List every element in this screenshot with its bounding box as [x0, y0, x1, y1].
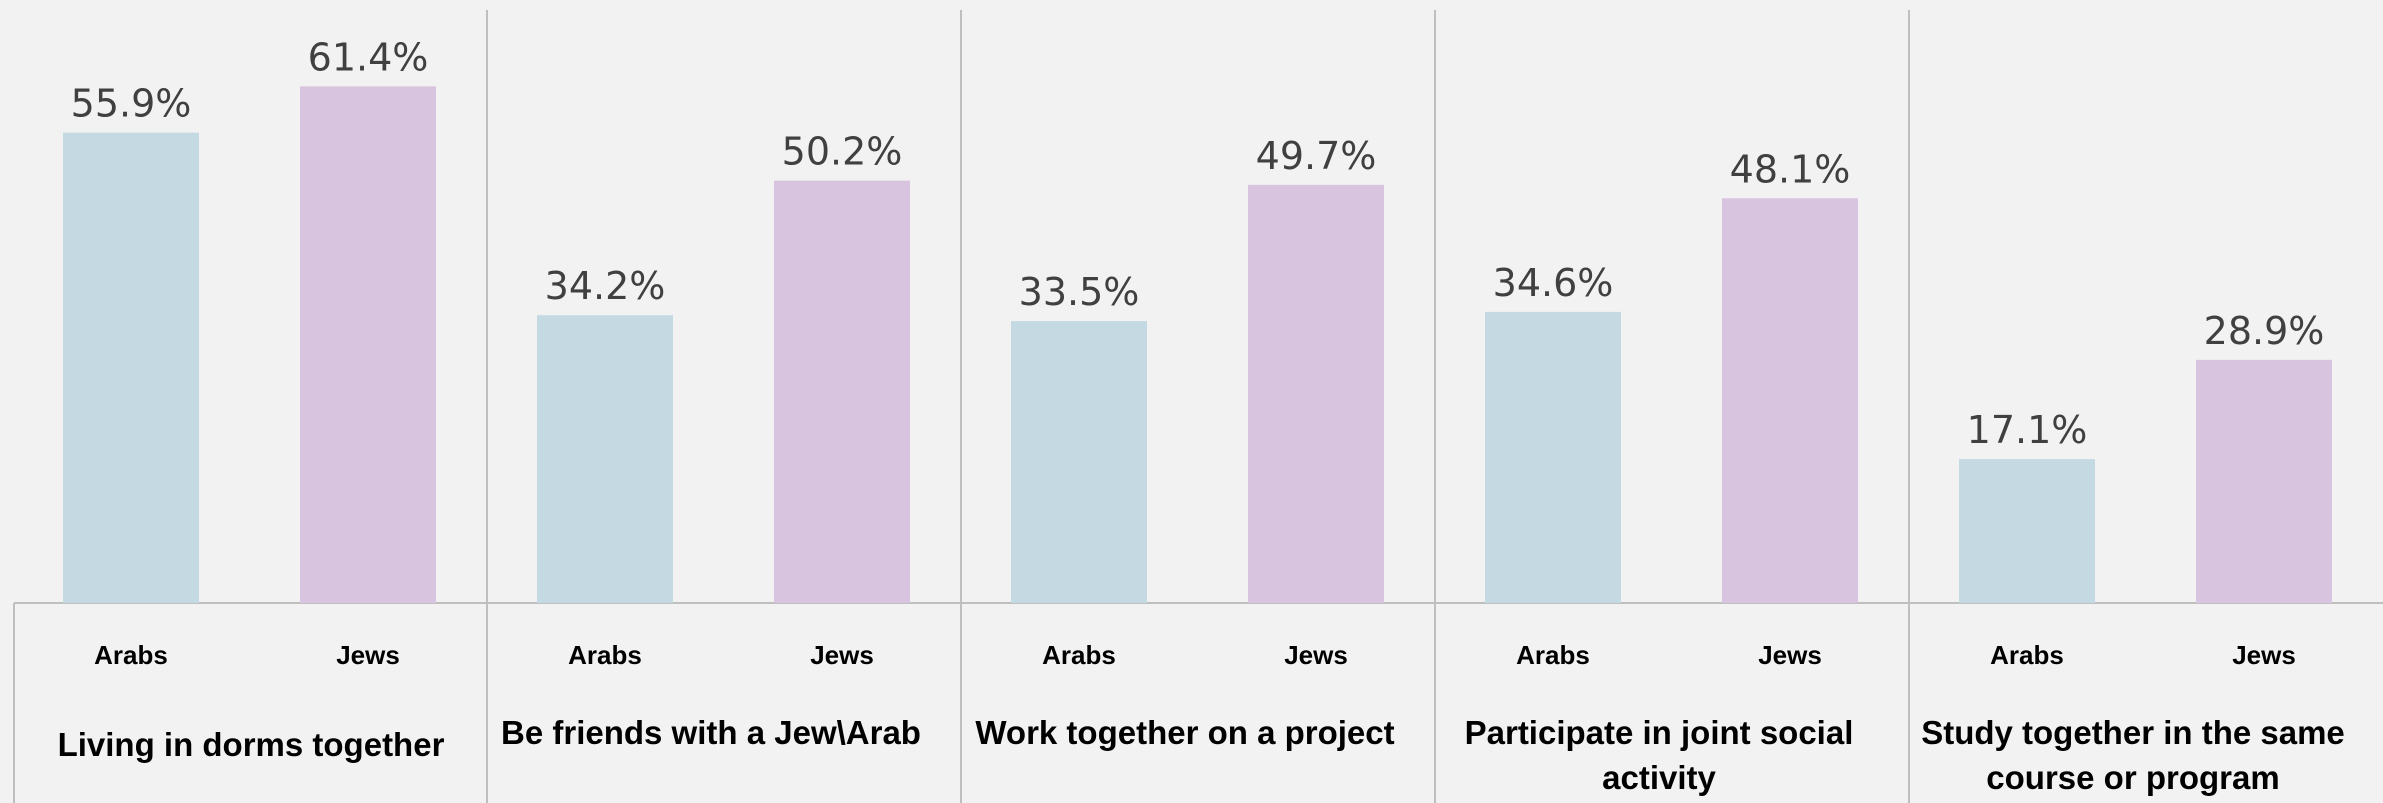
category-label-arabs-group-3: Arabs	[1042, 640, 1116, 670]
category-label-jews-group-2: Jews	[810, 640, 874, 670]
value-label-arabs-group-1: 55.9%	[71, 82, 192, 126]
bar-arabs-group-1	[63, 132, 199, 604]
group-label-5-line-1: Study together in the same	[1921, 714, 2345, 751]
bar-jews-group-1	[300, 86, 436, 603]
group-label-3: Work together on a project	[975, 714, 1394, 751]
value-label-arabs-group-5: 17.1%	[1967, 408, 2088, 452]
group-label-4-line-2: activity	[1602, 759, 1716, 796]
bar-jews-group-5	[2196, 359, 2332, 603]
bar-arabs-group-3	[1011, 321, 1147, 603]
bar-arabs-group-2	[537, 315, 673, 603]
value-label-jews-group-3: 49.7%	[1256, 134, 1377, 178]
category-label-arabs-group-4: Arabs	[1516, 640, 1590, 670]
category-label-jews-group-3: Jews	[1284, 640, 1348, 670]
category-label-arabs-group-1: Arabs	[94, 640, 168, 670]
category-label-jews-group-5: Jews	[2232, 640, 2296, 670]
bar-jews-group-3	[1248, 184, 1384, 603]
value-label-jews-group-5: 28.9%	[2204, 309, 2325, 353]
bar-jews-group-2	[774, 180, 910, 604]
bar-jews-group-4	[1722, 198, 1858, 603]
value-label-jews-group-2: 50.2%	[782, 130, 903, 174]
bar-arabs-group-4	[1485, 311, 1621, 603]
category-label-jews-group-1: Jews	[336, 640, 400, 670]
category-label-arabs-group-5: Arabs	[1990, 640, 2064, 670]
group-label-1: Living in dorms together	[58, 726, 445, 763]
value-label-arabs-group-3: 33.5%	[1019, 270, 1140, 314]
bar-arabs-group-5	[1959, 459, 2095, 603]
group-label-5-line-2: course or program	[1986, 759, 2279, 796]
category-label-jews-group-4: Jews	[1758, 640, 1822, 670]
value-label-arabs-group-2: 34.2%	[545, 264, 666, 308]
category-label-arabs-group-2: Arabs	[568, 640, 642, 670]
value-label-jews-group-4: 48.1%	[1730, 147, 1851, 191]
value-label-arabs-group-4: 34.6%	[1493, 261, 1614, 305]
group-label-4-line-1: Participate in joint social	[1465, 714, 1854, 751]
group-label-2: Be friends with a Jew\Arab	[501, 714, 921, 751]
value-label-jews-group-1: 61.4%	[308, 35, 429, 79]
